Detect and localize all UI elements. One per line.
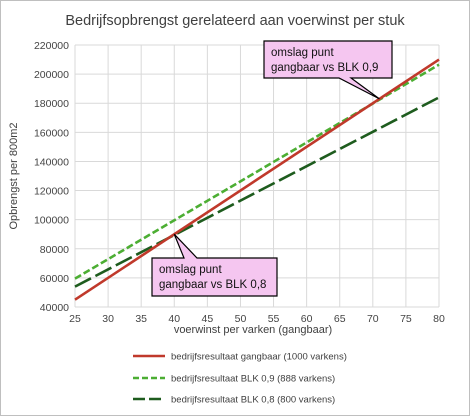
series-line-1 <box>74 58 440 301</box>
callout-box <box>263 40 393 100</box>
x-tick-label: 35 <box>135 313 147 325</box>
y-axis-label: Opbrengst per 800m2 <box>8 122 20 229</box>
x-tick-label: 40 <box>168 313 180 325</box>
y-tick-label: 200000 <box>34 69 69 81</box>
x-tick-label: 75 <box>400 313 412 325</box>
callout-line-2: gangbaar vs BLK 0,8 <box>159 279 266 291</box>
x-tick-label: 55 <box>268 313 280 325</box>
x-tick-label: 30 <box>102 313 114 325</box>
x-tick-label: 70 <box>367 313 379 325</box>
x-tick-label: 25 <box>69 313 81 325</box>
y-tick-label: 180000 <box>34 98 69 110</box>
y-tick-label: 160000 <box>34 127 69 139</box>
x-tick-label: 80 <box>433 313 445 325</box>
axes: 40000 60000 80000 100000 120000 140000 160000 1… <box>34 40 445 325</box>
y-tick-label: 120000 <box>34 186 69 198</box>
x-tick-label: 50 <box>235 313 247 325</box>
series-lines <box>74 58 440 301</box>
y-tick-label: 100000 <box>34 215 69 227</box>
legend-label-1: bedrijfsresultaat gangbaar (1000 varkens… <box>171 352 347 363</box>
x-tick-label: 45 <box>202 313 214 325</box>
y-tick-label: 80000 <box>40 244 69 256</box>
x-tick-label: 65 <box>334 313 346 325</box>
y-tick-label: 40000 <box>40 302 69 314</box>
x-axis-label: voerwinst per varken (gangbaar) <box>174 324 332 336</box>
legend: bedrijfsresultaat gangbaar (1000 varkens… <box>133 352 347 406</box>
annotations: omslag punt gangbaar vs BLK 0,9 omslag pun… <box>151 40 393 297</box>
callout-box <box>151 233 278 297</box>
chart-title: Bedrijfsopbrengst gerelateerd aan voerwi… <box>65 13 405 29</box>
callout-line-1: omslag punt <box>271 47 334 59</box>
legend-label-3: bedrijfsresultaat BLK 0,8 (800 varkens) <box>171 395 335 406</box>
callout-line-2: gangbaar vs BLK 0,9 <box>271 62 378 74</box>
callout-line-1: omslag punt <box>159 264 222 276</box>
y-tick-label: 60000 <box>40 273 69 285</box>
legend-label-2: bedrijfsresultaat BLK 0,9 (888 varkens) <box>171 374 335 385</box>
x-tick-label: 60 <box>301 313 313 325</box>
y-tick-label: 140000 <box>34 156 69 168</box>
y-tick-label: 220000 <box>34 40 69 52</box>
